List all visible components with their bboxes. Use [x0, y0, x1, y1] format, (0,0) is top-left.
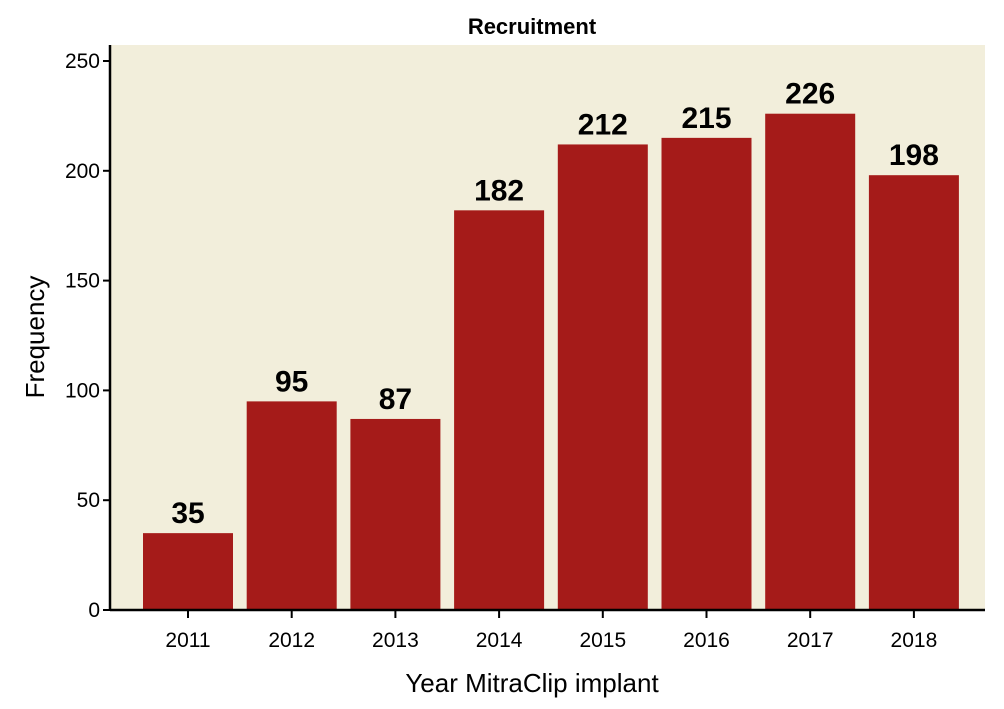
data-label-2012: 95	[275, 365, 308, 398]
x-tick-label-2017: 2017	[787, 629, 834, 652]
x-tick-label-2012: 2012	[268, 629, 315, 652]
y-axis-ticks: 0 50 100 150 200 250	[65, 50, 110, 622]
x-axis-title: Year MitraClip implant	[405, 668, 659, 698]
bar-2014	[454, 210, 545, 610]
y-tick-label: 100	[65, 379, 100, 402]
y-tick-label: 150	[65, 270, 100, 293]
y-tick-label: 250	[65, 50, 100, 73]
x-tick-label-2016: 2016	[683, 629, 730, 652]
x-tick-label-2013: 2013	[372, 629, 419, 652]
y-tick-label: 200	[65, 160, 100, 183]
x-axis-ticks: 2011 2012 2013 2014 2015 2016 2017 2018	[165, 610, 937, 652]
data-label-2018: 198	[889, 139, 939, 172]
data-label-2017: 226	[785, 78, 835, 111]
y-tick-label: 50	[77, 489, 100, 512]
y-tick-label: 0	[88, 599, 100, 622]
data-label-2014: 182	[474, 174, 524, 207]
x-tick-label-2015: 2015	[579, 629, 626, 652]
x-tick-label-2018: 2018	[891, 629, 938, 652]
data-label-2013: 87	[379, 383, 412, 416]
bar-2011	[143, 533, 233, 610]
y-axis-title: Frequency	[20, 276, 50, 399]
data-labels: 35 95 87 182 212 215 226 198	[171, 78, 939, 530]
x-tick-label-2014: 2014	[476, 629, 523, 652]
data-label-2015: 212	[578, 108, 628, 141]
bar-2016	[661, 137, 752, 611]
bar-2015	[557, 144, 648, 610]
data-label-2016: 215	[681, 102, 731, 135]
chart-title: Recruitment	[468, 14, 597, 39]
bar-2017	[765, 113, 856, 610]
data-label-2011: 35	[171, 497, 204, 530]
bar-2012	[246, 401, 337, 610]
bars	[143, 113, 959, 611]
bar-2013	[350, 418, 441, 610]
x-tick-label-2011: 2011	[165, 629, 210, 652]
bar-2018	[868, 175, 959, 610]
